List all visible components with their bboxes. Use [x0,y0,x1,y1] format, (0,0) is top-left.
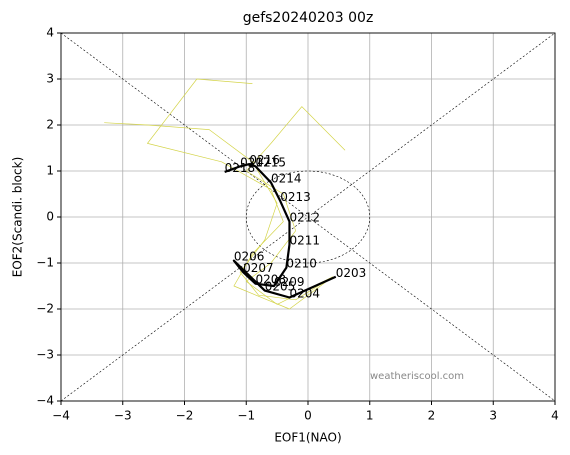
y-tick-label: −4 [36,394,54,408]
point-label: 0211 [289,234,320,248]
point-label: 0213 [280,190,311,204]
point-label: 0215 [256,155,287,169]
member-trajectory [104,122,333,301]
member-trajectory [147,78,333,310]
y-tick-label: 3 [46,72,54,86]
x-tick-label: −3 [114,409,132,423]
point-label: 0204 [289,287,320,301]
point-label: 0212 [289,211,320,225]
y-tick-label: −3 [36,348,54,362]
chart-title: gefs20240203 00z [243,10,374,26]
y-tick-label: 2 [46,118,54,132]
reference-circle [245,170,371,264]
mean-trajectory [224,163,337,299]
x-tick-label: 3 [489,409,497,423]
point-label: 0209 [274,275,305,289]
point-label: 0207 [243,261,274,275]
watermark: weatheriscool.com [370,371,464,382]
y-tick-label: −1 [36,256,54,270]
plot-frame [60,32,556,402]
x-tick-label: 4 [551,409,559,423]
point-label: 0208 [256,273,287,287]
x-axis-label: EOF1(NAO) [274,431,341,445]
point-label: 0214 [271,172,302,186]
point-label: 0210 [286,257,317,271]
point-label: 0217 [240,155,271,169]
y-tick-label: 0 [46,210,54,224]
x-tick-label: −2 [176,409,194,423]
y-tick-label: 4 [46,26,54,40]
y-tick-label: −2 [36,302,54,316]
x-tick-label: −1 [237,409,255,423]
point-label: 0205 [265,280,296,294]
x-tick-label: 2 [428,409,436,423]
point-label: 0206 [234,250,265,264]
x-tick-label: 0 [304,409,312,423]
point-label: 0216 [249,153,280,167]
member-trajectory [245,106,346,305]
x-tick-label: 1 [366,409,374,423]
diagonal [60,32,556,402]
point-label: 0203 [336,266,367,280]
x-tick-label: −4 [52,409,70,423]
y-tick-label: 1 [46,164,54,178]
point-label: 0218 [225,161,256,175]
y-axis-label: EOF2(Scandi. block) [11,157,25,278]
